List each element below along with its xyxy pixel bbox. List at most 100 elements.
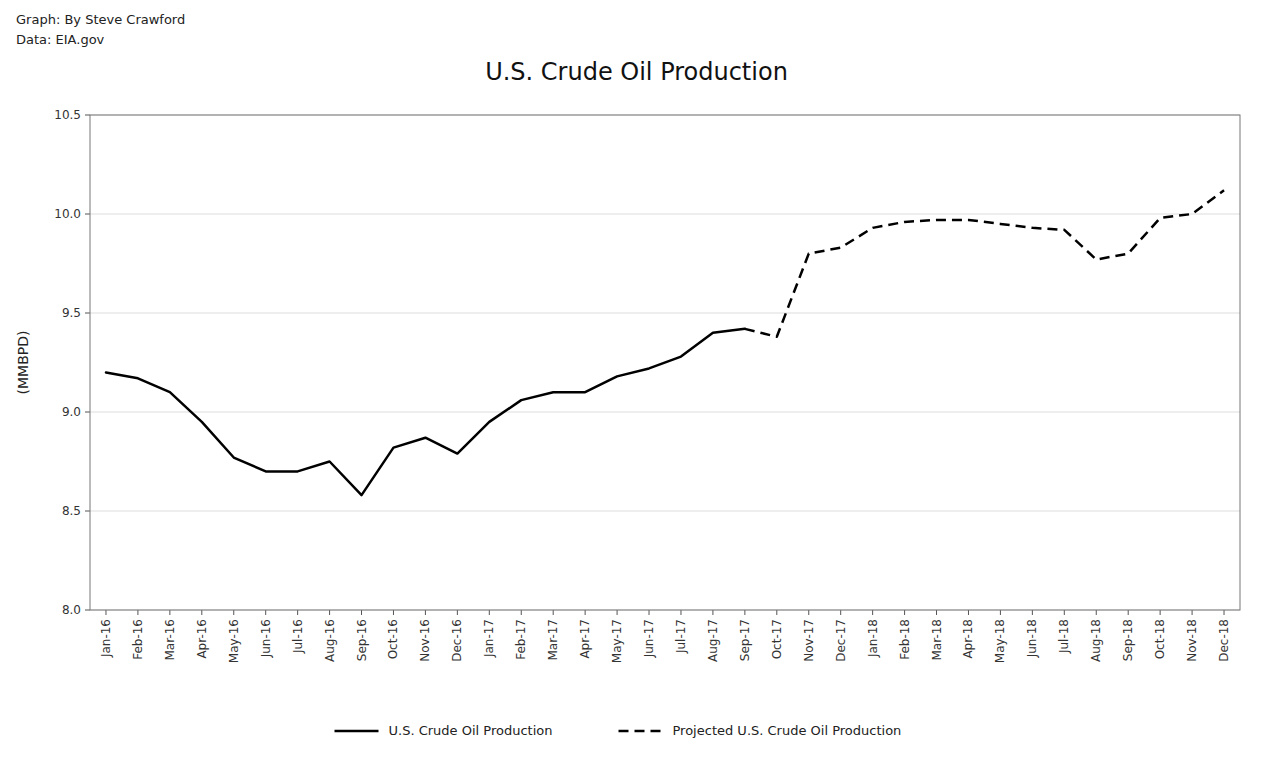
- tick-mark: [425, 610, 426, 615]
- tick-mark: [85, 610, 90, 611]
- tick-mark: [297, 610, 298, 615]
- tick-mark: [649, 610, 650, 615]
- tick-label: Feb-18: [898, 619, 912, 660]
- tick-label: Oct-18: [1153, 619, 1167, 659]
- chart: Graph: By Steve Crawford Data: EIA.gov U.S…: [0, 0, 1273, 767]
- tick-label: Jan-18: [866, 619, 880, 658]
- tick-mark: [265, 610, 266, 615]
- tick-mark: [1224, 610, 1225, 615]
- axis-label: (MMBPD): [15, 331, 31, 395]
- tick-mark: [872, 610, 873, 615]
- tick-mark: [1096, 610, 1097, 615]
- tick-mark: [85, 313, 90, 314]
- tick-mark: [85, 412, 90, 413]
- tick-label: Jan-16: [99, 619, 113, 658]
- tick-mark: [233, 610, 234, 615]
- tick-label: Apr-16: [195, 619, 209, 659]
- tick-mark: [85, 214, 90, 215]
- tick-mark: [553, 610, 554, 615]
- annotation: Graph: By Steve Crawford: [16, 12, 185, 27]
- tick-label: Mar-18: [930, 619, 944, 660]
- tick-label: Jul-18: [1057, 619, 1071, 654]
- tick-label: Oct-16: [386, 619, 400, 659]
- tick-label: Apr-18: [961, 619, 975, 659]
- legend-label: U.S. Crude Oil Production: [389, 723, 553, 738]
- tick-mark: [1000, 610, 1001, 615]
- tick-mark: [1032, 610, 1033, 615]
- tick-mark: [85, 115, 90, 116]
- tick-label: Oct-17: [770, 619, 784, 659]
- tick-label: Jul-17: [674, 619, 688, 654]
- tick-mark: [1128, 610, 1129, 615]
- tick-label: Sep-18: [1121, 619, 1135, 661]
- legend-label: Projected U.S. Crude Oil Production: [673, 723, 902, 738]
- tick-label: Jan-17: [482, 619, 496, 658]
- tick-mark: [936, 610, 937, 615]
- tick-mark: [904, 610, 905, 615]
- tick-mark: [457, 610, 458, 615]
- tick-label: Sep-16: [355, 619, 369, 661]
- tick-label: Nov-16: [418, 619, 432, 662]
- tick-mark: [1064, 610, 1065, 615]
- tick-mark: [840, 610, 841, 615]
- tick-mark: [105, 610, 106, 615]
- tick-label: Feb-16: [131, 619, 145, 660]
- tick-label: Mar-16: [163, 619, 177, 660]
- tick-mark: [808, 610, 809, 615]
- tick-mark: [776, 610, 777, 615]
- line: [745, 190, 1224, 337]
- tick-mark: [585, 610, 586, 615]
- tick-label: 8.0: [62, 603, 81, 617]
- tick-mark: [169, 610, 170, 615]
- tick-label: May-17: [610, 619, 624, 663]
- tick-label: Jul-16: [291, 619, 305, 654]
- line: [106, 329, 745, 495]
- x-axis: Jan-16 Feb-16 Mar-16 Apr-16 May-16 Jun-16 Jul-…: [99, 610, 1231, 663]
- tick-mark: [521, 610, 522, 615]
- tick-label: Aug-16: [323, 619, 337, 662]
- legend: U.S. Crude Oil Production Projected U.S. …: [335, 723, 902, 738]
- tick-label: Dec-18: [1217, 619, 1231, 662]
- tick-label: 8.5: [62, 504, 81, 518]
- tick-label: Sep-17: [738, 619, 752, 661]
- tick-mark: [712, 610, 713, 615]
- tick-label: Aug-17: [706, 619, 720, 662]
- tick-label: Nov-18: [1185, 619, 1199, 662]
- grid-line: [90, 412, 1240, 413]
- tick-mark: [617, 610, 618, 615]
- tick-label: Dec-17: [834, 619, 848, 662]
- tick-label: 9.5: [62, 306, 81, 320]
- plot-lines: [106, 190, 1224, 495]
- tick-label: May-18: [993, 619, 1007, 663]
- tick-mark: [680, 610, 681, 615]
- tick-label: Nov-17: [802, 619, 816, 662]
- grid-line: [90, 313, 1240, 314]
- tick-label: Jun-16: [259, 619, 273, 658]
- tick-mark: [1160, 610, 1161, 615]
- y-axis: 8.0 8.5 9.0 9.5 10.0 10.5: [54, 108, 1240, 617]
- grid-line: [90, 511, 1240, 512]
- tick-label: 10.5: [54, 108, 81, 122]
- tick-mark: [489, 610, 490, 615]
- tick-label: Jun-17: [642, 619, 656, 658]
- tick-label: Jun-18: [1025, 619, 1039, 658]
- tick-label: Dec-16: [450, 619, 464, 662]
- tick-label: Apr-17: [578, 619, 592, 659]
- tick-label: 9.0: [62, 405, 81, 419]
- tick-label: Aug-18: [1089, 619, 1103, 662]
- legend-swatch: [619, 730, 663, 733]
- title: U.S. Crude Oil Production: [485, 58, 788, 86]
- tick-mark: [137, 610, 138, 615]
- tick-label: Feb-17: [514, 619, 528, 660]
- tick-mark: [329, 610, 330, 615]
- tick-label: Mar-17: [546, 619, 560, 660]
- tick-mark: [968, 610, 969, 615]
- tick-label: 10.0: [54, 207, 81, 221]
- tick-mark: [361, 610, 362, 615]
- annotation: Data: EIA.gov: [16, 32, 105, 47]
- tick-mark: [744, 610, 745, 615]
- tick-mark: [85, 511, 90, 512]
- tick-label: May-16: [227, 619, 241, 663]
- grid-line: [90, 214, 1240, 215]
- tick-mark: [393, 610, 394, 615]
